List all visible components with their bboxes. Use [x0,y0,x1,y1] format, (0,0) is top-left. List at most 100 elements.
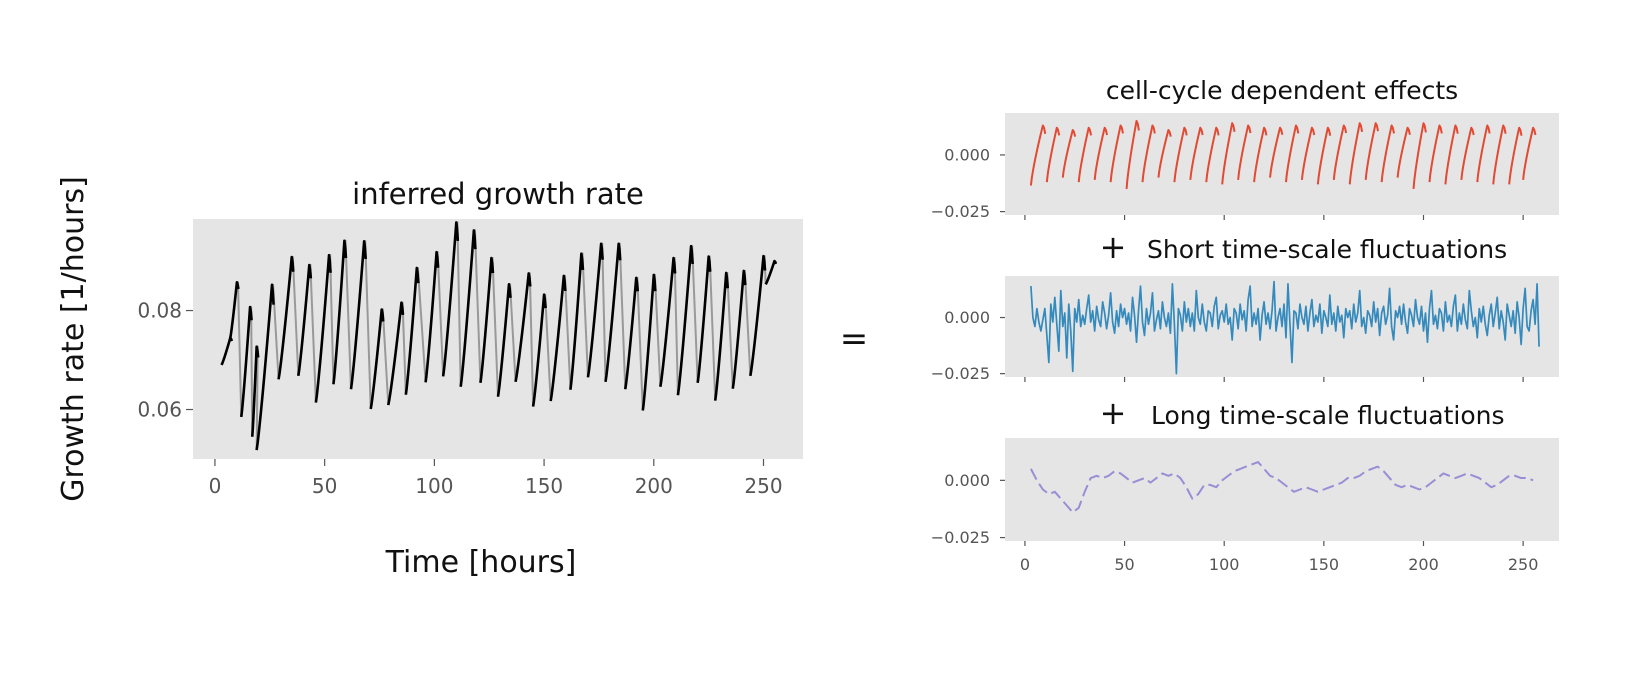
cellcycle-cycle-line [1237,124,1252,180]
main-cycle-line [239,305,253,418]
cellcycle-cycle-line [1364,122,1380,180]
main-cycle-line [277,255,295,380]
cellcycle-cycle-line [1029,124,1047,186]
main-x-tick-label: 250 [744,474,782,498]
long-y-axis: −0.025 0.000 [931,471,1005,547]
cellcycle-chart: −0.025 0.000 cell-cycle dependent effects [931,76,1559,221]
main-cycle-line [479,256,495,383]
main-cycle-line [514,272,532,383]
main-y-tick-label: 0.08 [137,299,182,323]
short-x-axis [1024,377,1524,382]
short-series-line [1030,280,1540,375]
long-y-tick-label: −0.025 [931,528,990,547]
long-marks [1030,461,1534,514]
main-cycle-line [496,283,512,397]
main-cycle-line [623,276,640,390]
main-cycle-line [220,336,234,366]
long-chart-title: Long time-scale fluctuations [1151,401,1505,430]
cellcycle-cycle-line [1476,124,1491,183]
main-cycle-line [713,271,730,401]
cellcycle-cycle-line [1332,124,1348,180]
main-cycle-line [749,254,767,377]
main-marks [220,221,778,451]
main-y-axis: 0.06 0.08 [137,299,193,422]
main-cycle-line [731,269,747,389]
short-y-tick-label: 0.000 [944,308,990,327]
main-cycle-line [549,274,567,402]
main-cycle-line [255,283,275,451]
main-cycle-line [569,252,585,390]
main-cycle-line [459,229,477,387]
main-cycle-line [349,239,367,390]
main-cycle-line [696,255,712,383]
main-x-tick-label: 0 [209,474,222,498]
cellcycle-y-axis: −0.025 0.000 [931,146,1005,221]
cellcycle-cycle-line [1522,126,1537,180]
cellcycle-cycle-line [1444,124,1459,185]
cellcycle-y-tick-label: 0.000 [944,146,990,165]
cellcycle-cycle-line [1253,126,1268,183]
cellcycle-cycle-line [1348,122,1364,185]
long-plot-background [1005,438,1559,541]
main-cycle-line [764,259,778,285]
long-x-tick-label: 200 [1408,555,1439,574]
main-cycle-line [387,301,405,406]
main-x-tick-label: 200 [635,474,673,498]
cellcycle-x-axis [1024,215,1524,220]
cellcycle-cycle-line [1316,126,1332,185]
cellcycle-cycle-line [1093,126,1109,180]
long-x-axis: 0 50 100 150 200 250 [1020,541,1539,574]
cellcycle-cycle-line [1189,126,1204,180]
cellcycle-cycle-line [1109,124,1124,183]
main-cycle-line [586,242,604,378]
main-x-tick-label: 50 [312,474,337,498]
main-cycle-line [314,253,332,403]
cellcycle-cycle-line [1492,124,1507,185]
long-series-line [1030,461,1534,514]
main-chart: 0 50 100 150 200 250 0.06 0.08 inferred growth… [56,176,803,580]
cellcycle-cycle-line [1205,126,1220,183]
main-cycle-line [531,293,547,407]
short-y-axis: −0.025 0.000 [931,308,1005,383]
short-marks [1030,280,1540,375]
cellcycle-cycle-line [1300,126,1316,180]
cellcycle-cycle-line [1141,124,1156,183]
cellcycle-cycle-line [1061,129,1077,178]
main-cycle-line [404,266,420,395]
cellcycle-y-tick-label: −0.025 [931,202,990,221]
main-x-tick-label: 150 [525,474,563,498]
equals-sign: = [840,319,869,359]
long-x-tick-label: 50 [1114,555,1134,574]
cellcycle-cycle-line [1173,126,1188,183]
main-y-tick-label: 0.06 [137,398,182,422]
short-chart: −0.025 0.000 Short time-scale fluctuation… [931,235,1559,383]
long-x-tick-label: 0 [1020,555,1030,574]
main-cycle-line [604,242,622,382]
cellcycle-cycle-line [1269,126,1284,178]
cellcycle-cycle-line [1157,129,1172,178]
main-cycle-line [369,308,385,410]
cellcycle-cycle-line [1508,126,1523,185]
main-cycle-line [441,221,460,377]
long-chart: 0 50 100 150 200 250 −0.025 0.000 Long time-sc… [931,401,1559,574]
main-x-axis: 0 50 100 150 200 250 [209,459,783,498]
long-y-tick-label: 0.000 [944,471,990,490]
main-x-tick-label: 100 [415,474,453,498]
main-y-axis-label: Growth rate [1/hours] [56,176,91,502]
cellcycle-chart-title: cell-cycle dependent effects [1106,76,1458,105]
cellcycle-cycle-line [1428,124,1443,183]
main-cycle-line [424,250,440,383]
cellcycle-cycle-line [1412,122,1427,190]
long-x-tick-label: 150 [1309,555,1340,574]
cellcycle-cycle-line [1380,124,1395,183]
cellcycle-cycle-line [1077,126,1093,183]
main-cycle-line [250,345,260,437]
cellcycle-cycle-line [1460,126,1475,180]
main-chart-title: inferred growth rate [352,177,644,211]
long-x-tick-label: 250 [1508,555,1539,574]
cellcycle-cycle-line [1221,122,1236,185]
main-cycle-line [332,239,348,385]
long-x-tick-label: 100 [1209,555,1240,574]
plus-sign-long: + [1100,394,1127,432]
